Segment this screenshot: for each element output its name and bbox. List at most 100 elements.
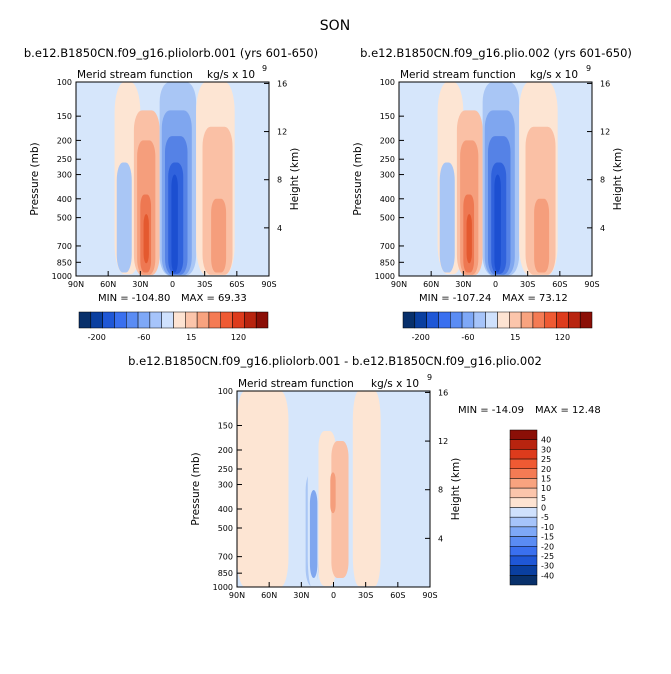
y-tick-label: 500 bbox=[218, 524, 233, 533]
y-right-tick-label: 8 bbox=[438, 486, 443, 495]
panel-left-plot: 90N 60N 30N 0 30S 60S 90S 100 150 200 250 300 400 500… bbox=[29, 78, 301, 289]
colorbar-label: -5 bbox=[541, 513, 549, 522]
season-title: SON bbox=[320, 18, 350, 34]
y-tick-label: 150 bbox=[380, 112, 395, 121]
panel-diff-min: MIN = -14.09 bbox=[458, 405, 524, 416]
x-tick-label: 60S bbox=[229, 280, 244, 289]
y-right-tick-label: 4 bbox=[277, 224, 282, 233]
contour-band bbox=[309, 490, 318, 579]
y-right-tick-label: 12 bbox=[438, 437, 448, 446]
colorbar-label: 30 bbox=[541, 445, 551, 454]
colorbar-swatch bbox=[255, 311, 269, 329]
x-tick-label: 90S bbox=[584, 280, 599, 289]
colorbar-label: -40 bbox=[541, 571, 554, 580]
colorbar-swatch bbox=[509, 449, 538, 460]
colorbar-label: 120 bbox=[231, 333, 246, 342]
x-tick-label: 90N bbox=[391, 280, 407, 289]
colorbar-label: -60 bbox=[137, 333, 150, 342]
y-tick-label: 400 bbox=[57, 195, 72, 204]
y-tick-label: 500 bbox=[380, 214, 395, 223]
colorbar-label: 10 bbox=[541, 484, 551, 493]
y-right-axis-label: Height (km) bbox=[289, 148, 301, 211]
x-tick-label: 90S bbox=[422, 591, 437, 600]
colorbar-label: 40 bbox=[541, 436, 551, 445]
colorbar-swatch bbox=[90, 311, 103, 329]
colorbar-label: -200 bbox=[412, 333, 430, 342]
panel-right-colorbar: -200 -60 15 120 bbox=[402, 311, 593, 342]
colorbar-swatch bbox=[509, 575, 538, 586]
colorbar-swatch bbox=[509, 429, 538, 440]
contour-band bbox=[330, 472, 336, 514]
x-tick-label: 30N bbox=[132, 280, 148, 289]
y-tick-label: 700 bbox=[218, 553, 233, 562]
colorbar-swatch bbox=[196, 311, 210, 329]
y-tick-label: 200 bbox=[380, 136, 395, 145]
y-right-tick-label: 8 bbox=[600, 176, 605, 185]
colorbar-swatch bbox=[137, 311, 151, 329]
y-tick-label: 850 bbox=[218, 569, 233, 578]
contour-band bbox=[76, 82, 115, 276]
panel-diff-units: kg/s x 10 bbox=[371, 378, 419, 390]
x-tick-label: 60N bbox=[261, 591, 277, 600]
panel-right-subtitle: Merid stream function bbox=[400, 69, 516, 81]
y-tick-label: 1000 bbox=[375, 272, 395, 281]
panel-diff-plot: 90N 60N 30N 0 30S 60S 90S 100 150 200 250 300 400 500… bbox=[190, 387, 462, 600]
x-tick-label: 30S bbox=[197, 280, 212, 289]
panel-left-colorbar: -200 -60 15 120 bbox=[78, 311, 269, 342]
x-tick-label: 60S bbox=[390, 591, 405, 600]
y-tick-label: 850 bbox=[380, 258, 395, 267]
colorbar-swatch bbox=[450, 311, 463, 329]
colorbar-label: 15 bbox=[510, 333, 520, 342]
colorbar-label: -10 bbox=[541, 523, 554, 532]
y-right-tick-label: 4 bbox=[438, 534, 443, 543]
panel-diff-subtitle: Merid stream function bbox=[238, 378, 354, 390]
y-tick-label: 500 bbox=[57, 214, 72, 223]
contour-band bbox=[331, 441, 349, 579]
colorbar-swatch bbox=[509, 458, 538, 469]
colorbar-swatch bbox=[149, 311, 162, 329]
panel-diff-max: MAX = 12.48 bbox=[535, 405, 601, 416]
contour-band bbox=[399, 82, 438, 276]
colorbar-label: 15 bbox=[541, 474, 551, 483]
y-tick-label: 100 bbox=[57, 78, 72, 87]
contour-band bbox=[143, 214, 149, 264]
y-tick-label: 200 bbox=[218, 446, 233, 455]
y-right-tick-label: 4 bbox=[600, 224, 605, 233]
diff-title: b.e12.B1850CN.f09_g16.pliolorb.001 - b.e… bbox=[128, 354, 542, 368]
y-tick-label: 150 bbox=[57, 112, 72, 121]
x-tick-label: 0 bbox=[493, 280, 498, 289]
x-tick-label: 60N bbox=[423, 280, 439, 289]
contour-band bbox=[237, 391, 289, 587]
x-tick-label: 60S bbox=[552, 280, 567, 289]
y-tick-label: 150 bbox=[218, 422, 233, 431]
colorbar-swatch bbox=[509, 507, 538, 518]
colorbar-swatch bbox=[126, 311, 139, 329]
y-axis-label: Pressure (mb) bbox=[352, 142, 364, 215]
colorbar-swatch bbox=[509, 536, 538, 547]
colorbar-label: 25 bbox=[541, 455, 551, 464]
colorbar-swatch bbox=[173, 311, 186, 329]
contour-band bbox=[494, 174, 501, 273]
colorbar-swatch bbox=[509, 311, 522, 329]
colorbar-label: -60 bbox=[461, 333, 474, 342]
colorbar-swatch bbox=[438, 311, 451, 329]
contour-band bbox=[171, 174, 178, 273]
colorbar-label: 5 bbox=[541, 494, 546, 503]
y-tick-label: 250 bbox=[218, 465, 233, 474]
panel-right-title: b.e12.B1850CN.f09_g16.plio.002 (yrs 601-… bbox=[360, 46, 632, 60]
panel-right-plot: 90N 60N 30N 0 30S 60S 90S 100 150 200 250 300 400 500… bbox=[352, 78, 624, 289]
y-right-tick-label: 12 bbox=[600, 128, 610, 137]
y-right-tick-label: 16 bbox=[438, 388, 448, 397]
y-tick-label: 200 bbox=[57, 136, 72, 145]
colorbar-swatch bbox=[220, 311, 233, 329]
colorbar-swatch bbox=[244, 311, 257, 329]
colorbar-swatch bbox=[102, 311, 115, 329]
colorbar-label: 20 bbox=[541, 465, 551, 474]
colorbar-swatch bbox=[208, 311, 221, 329]
colorbar-swatch bbox=[509, 478, 538, 489]
y-tick-label: 700 bbox=[57, 242, 72, 251]
y-right-tick-label: 8 bbox=[277, 176, 282, 185]
contour-band bbox=[466, 214, 472, 264]
